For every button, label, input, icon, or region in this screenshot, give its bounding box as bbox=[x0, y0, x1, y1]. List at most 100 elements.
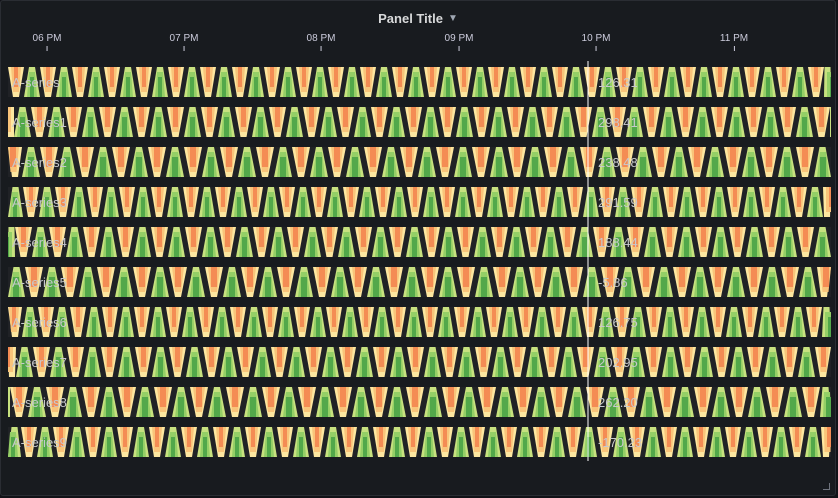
heat-cell bbox=[734, 77, 738, 97]
heat-cell bbox=[358, 397, 364, 417]
heat-cell bbox=[11, 437, 15, 457]
heat-cell bbox=[380, 317, 384, 337]
heat-cell bbox=[333, 197, 337, 217]
heat-cell bbox=[557, 197, 561, 217]
heat-cell bbox=[124, 387, 130, 407]
heat-cell bbox=[334, 147, 340, 167]
heat-cell bbox=[637, 187, 641, 207]
series-value-label: 298.41 bbox=[598, 115, 638, 130]
heat-cell bbox=[443, 427, 447, 447]
heat-cell bbox=[514, 147, 520, 167]
heat-cell bbox=[654, 67, 658, 87]
panel-header[interactable]: Panel Title ▼ bbox=[1, 7, 835, 29]
heat-cell bbox=[651, 347, 656, 367]
heat-cell bbox=[524, 307, 528, 327]
heat-cell bbox=[803, 227, 808, 247]
heat-cell bbox=[412, 317, 416, 337]
heat-cell bbox=[442, 147, 448, 167]
heatmap-row[interactable]: A-series4 188.44 bbox=[8, 227, 831, 257]
resize-handle[interactable] bbox=[823, 483, 830, 490]
heat-cell bbox=[411, 107, 416, 127]
heat-cell bbox=[270, 67, 274, 87]
heat-cell bbox=[254, 77, 258, 97]
heat-cell bbox=[717, 107, 722, 127]
heat-cell bbox=[598, 117, 603, 137]
heat-cell bbox=[496, 157, 502, 177]
heat-cell bbox=[428, 117, 433, 137]
heat-cell bbox=[460, 307, 464, 327]
heat-cell bbox=[328, 357, 333, 377]
heat-cell bbox=[382, 77, 386, 97]
heatmap-row[interactable]: A-series9 -170.23 bbox=[8, 427, 831, 457]
heatmap-row[interactable]: A-series1 298.41 bbox=[8, 107, 831, 137]
x-tick-label: 11 PM bbox=[719, 33, 749, 51]
heat-cell bbox=[157, 187, 161, 207]
heat-cell bbox=[813, 197, 817, 217]
heat-cell bbox=[379, 427, 383, 447]
heat-cell bbox=[539, 427, 543, 447]
heat-cell bbox=[668, 357, 673, 377]
heat-cell bbox=[632, 117, 637, 137]
heatmap-row[interactable]: A-series8 262.20 bbox=[8, 387, 831, 417]
heat-cell bbox=[429, 197, 433, 217]
heat-cell bbox=[107, 347, 112, 367]
heat-cell bbox=[236, 307, 240, 327]
heat-cell bbox=[701, 187, 705, 207]
heat-cell bbox=[492, 307, 496, 327]
heat-cell bbox=[334, 67, 338, 87]
heat-cell bbox=[819, 107, 824, 127]
heatmap-row[interactable]: A-series5 -5.86 bbox=[8, 267, 831, 297]
heatmap-row[interactable]: A-series 126.31 bbox=[8, 67, 831, 97]
heat-cell bbox=[517, 277, 523, 297]
panel-title[interactable]: Panel Title bbox=[378, 10, 443, 26]
heat-cell bbox=[326, 117, 331, 137]
heat-cell bbox=[694, 147, 700, 167]
heat-cell bbox=[394, 397, 400, 417]
heatmap-row[interactable]: A-series6 126.75 bbox=[8, 307, 831, 337]
heat-cell bbox=[812, 307, 816, 327]
heat-cell bbox=[395, 437, 399, 457]
heat-cell bbox=[294, 357, 299, 377]
heat-cell bbox=[365, 197, 369, 217]
heat-cell bbox=[76, 307, 80, 327]
heat-cell bbox=[30, 77, 34, 97]
heat-cell bbox=[736, 357, 741, 377]
heat-cell bbox=[88, 117, 93, 137]
heatmap-row[interactable]: A-series3 291.59 bbox=[8, 187, 831, 217]
heat-cell bbox=[466, 397, 472, 417]
chevron-down-icon[interactable]: ▼ bbox=[447, 12, 458, 24]
heat-cell bbox=[43, 437, 47, 457]
heat-cell bbox=[685, 197, 689, 217]
heat-cell bbox=[460, 157, 466, 177]
heatmap-row[interactable]: A-series7 202.95 bbox=[8, 347, 831, 377]
heat-cell bbox=[141, 197, 145, 217]
heat-cell bbox=[682, 397, 688, 417]
series-label: A-series5 bbox=[12, 275, 67, 290]
heat-cell bbox=[786, 237, 791, 257]
heat-cell bbox=[651, 437, 655, 457]
heat-cell bbox=[532, 157, 538, 177]
heat-cell bbox=[588, 307, 592, 327]
heat-cell bbox=[72, 237, 77, 257]
heat-cell bbox=[208, 237, 213, 257]
heat-cell bbox=[574, 77, 578, 97]
heat-cell bbox=[226, 357, 231, 377]
heat-cell bbox=[478, 77, 482, 97]
heat-cell bbox=[39, 347, 44, 367]
heat-cell bbox=[763, 427, 767, 447]
series-label: A-series9 bbox=[12, 435, 67, 450]
heat-cell bbox=[445, 187, 449, 207]
heat-cell bbox=[617, 347, 622, 367]
heat-cell bbox=[158, 357, 163, 377]
heat-cell bbox=[193, 277, 199, 297]
heatmap-row[interactable]: A-series2 238.48 bbox=[8, 147, 831, 177]
heat-cell bbox=[808, 387, 814, 407]
heat-cell bbox=[214, 397, 220, 417]
heat-cell bbox=[477, 187, 481, 207]
heat-cell bbox=[820, 237, 825, 257]
heat-cell bbox=[123, 227, 128, 247]
heat-cell bbox=[315, 427, 319, 447]
heat-cell bbox=[751, 267, 757, 287]
heat-cell bbox=[445, 107, 450, 127]
